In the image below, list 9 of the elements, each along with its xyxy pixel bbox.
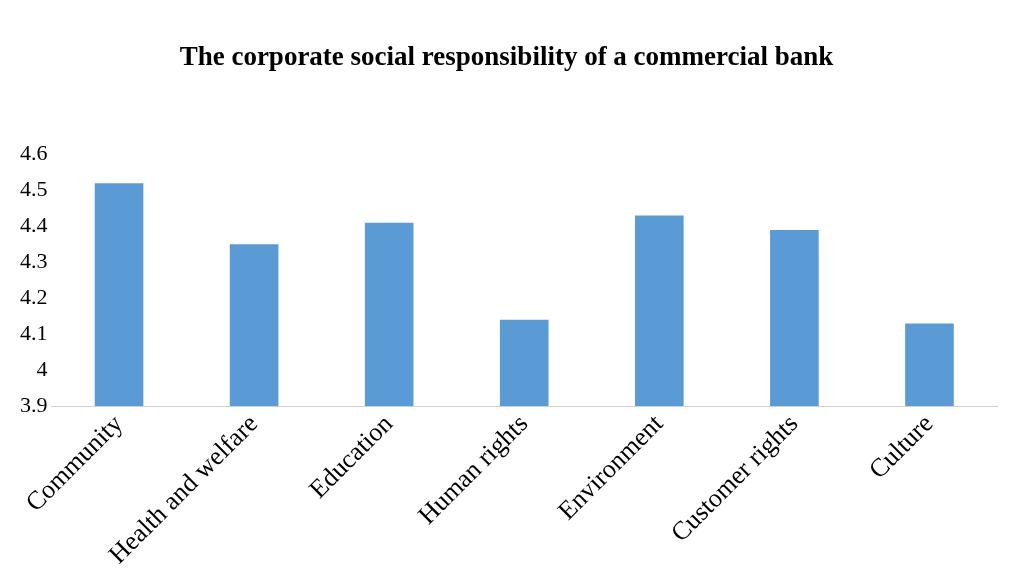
y-tick-label: 4.1 [20, 319, 48, 345]
y-tick-label: 4.3 [20, 248, 48, 274]
y-tick-label: 3.9 [20, 391, 48, 417]
y-tick-label: 4 [36, 355, 48, 381]
y-tick-label: 4.5 [20, 176, 48, 202]
chart-title: The corporate social responsibility of a commercial bank [179, 41, 834, 72]
y-tick-label: 4.2 [20, 284, 48, 309]
y-tick-label: 4.4 [20, 212, 48, 238]
y-tick-label: 4.6 [20, 140, 48, 166]
